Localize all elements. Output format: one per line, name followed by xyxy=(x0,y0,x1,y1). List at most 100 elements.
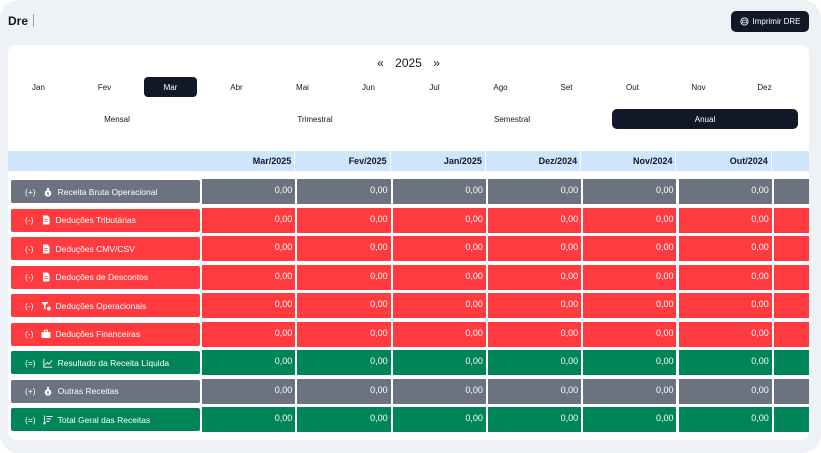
month-fev[interactable]: Fev xyxy=(97,82,112,92)
table-cell: 0,00 xyxy=(200,264,296,290)
table-row: (-) Deduções Tributárias 0,00 0,00 0,00 0,00 0… xyxy=(8,207,809,233)
row-label-text: Deduções de Descontos xyxy=(55,272,149,282)
table-cell: 0,00 xyxy=(295,321,391,347)
next-year-button[interactable]: » xyxy=(433,56,440,70)
money-bag-icon: $ xyxy=(43,187,53,197)
table-row: (-) Deduções Operacionais 0,00 0,00 0,00 0,00… xyxy=(8,293,809,318)
row-sign: (=) xyxy=(25,414,36,425)
period-mensal[interactable]: Mensal xyxy=(104,114,130,124)
table-cell: 0,00 xyxy=(390,407,486,432)
table-cell: 0,00 xyxy=(295,236,391,261)
month-dez[interactable]: Dez xyxy=(757,82,772,92)
table-cell: 0,00 xyxy=(390,207,486,233)
filter-icon xyxy=(41,301,51,311)
row-label-text: Total Geral das Receitas xyxy=(57,414,151,425)
column-header: Dez/2024 xyxy=(486,151,582,171)
row-label[interactable]: (+) $ Outras Receitas xyxy=(10,378,201,404)
month-out[interactable]: Out xyxy=(626,82,639,92)
row-label[interactable]: (-) Deduções Operacionais xyxy=(10,293,201,318)
sort-lines-icon xyxy=(42,415,53,425)
year-navigator: « 2025 » xyxy=(8,56,809,70)
table-cell: 0,00 xyxy=(485,293,582,318)
row-label[interactable]: (-) Deduções Tributárias xyxy=(10,207,201,233)
period-anual[interactable]: Anual xyxy=(612,109,798,129)
month-mai[interactable]: Mai xyxy=(296,82,309,92)
table-cell-overflow xyxy=(771,293,809,318)
table-row: (-) Deduções de Descontos 0,00 0,00 0,00 0,00… xyxy=(8,264,809,290)
prev-year-button[interactable]: « xyxy=(377,56,384,70)
table-cell-overflow xyxy=(771,407,809,432)
table-row: (-) Deduções CMV/CSV 0,00 0,00 0,00 0,00 0,00 0… xyxy=(8,236,809,261)
table-cell: 0,00 xyxy=(485,179,582,204)
table-cell: 0,00 xyxy=(200,236,296,261)
table-cell: 0,00 xyxy=(390,264,486,290)
table-cell: 0,00 xyxy=(581,207,677,233)
row-label[interactable]: (=) Resultado da Receita Líquida xyxy=(10,350,201,375)
table-row: (+) $ Receita Bruta Operacional 0,00 0,00 0,0… xyxy=(8,179,809,204)
table-cell-overflow xyxy=(771,321,809,347)
month-set[interactable]: Set xyxy=(560,82,573,92)
row-label-text: Resultado da Receita Líquida xyxy=(57,357,170,368)
table-cell: 0,00 xyxy=(390,293,486,318)
table-cell: 0,00 xyxy=(200,350,296,375)
period-semestral[interactable]: Semestral xyxy=(493,114,530,124)
table-cell: 0,00 xyxy=(295,378,391,404)
document-icon xyxy=(41,244,51,254)
column-header: Nov/2024 xyxy=(581,151,677,171)
month-abr[interactable]: Abr xyxy=(230,82,243,92)
month-jun[interactable]: Jun xyxy=(362,82,375,92)
row-label[interactable]: (-) Deduções de Descontos xyxy=(10,264,201,290)
table-cell-overflow xyxy=(771,350,809,375)
month-nov[interactable]: Nov xyxy=(691,82,706,92)
row-sign: (-) xyxy=(25,272,34,282)
month-jul[interactable]: Jul xyxy=(429,82,440,92)
svg-text:$: $ xyxy=(47,390,50,395)
table-cell: 0,00 xyxy=(485,378,582,404)
print-dre-label: Imprimir DRE xyxy=(752,17,801,26)
row-sign: (+) xyxy=(25,186,36,197)
row-label-text: Outras Receitas xyxy=(57,386,119,396)
table-cell: 0,00 xyxy=(390,179,486,204)
row-label[interactable]: (-) Deduções CMV/CSV xyxy=(10,236,201,261)
chart-line-icon xyxy=(42,358,53,368)
month-ago[interactable]: Ago xyxy=(493,82,508,92)
table-cell: 0,00 xyxy=(295,264,391,290)
month-selector: Jan Fev Mar Abr Mai Jun Jul Ago Set Out Nov Dez xyxy=(12,77,804,97)
period-trimestral[interactable]: Trimestral xyxy=(297,114,333,124)
table-cell: 0,00 xyxy=(200,293,296,318)
table-cell: 0,00 xyxy=(200,207,296,233)
table-cell: 0,00 xyxy=(485,321,582,347)
row-label-text: Deduções Financeiras xyxy=(55,329,141,339)
table-cell: 0,00 xyxy=(581,350,677,375)
table-cell-overflow xyxy=(771,378,809,404)
table-cell: 0,00 xyxy=(581,179,677,204)
row-label-text: Deduções CMV/CSV xyxy=(55,243,135,254)
row-label-text: Deduções Tributárias xyxy=(55,215,136,225)
table-cell: 0,00 xyxy=(295,207,391,233)
table-header: Mar/2025 Fev/2025 Jan/2025 Dez/2024 Nov/2024… xyxy=(8,151,809,171)
table-cell: 0,00 xyxy=(676,407,772,432)
row-label[interactable]: (=) Total Geral das Receitas xyxy=(10,407,201,432)
month-mar[interactable]: Mar xyxy=(144,77,197,97)
row-label[interactable]: (+) $ Receita Bruta Operacional xyxy=(10,179,201,204)
page-title: Dre xyxy=(8,14,29,28)
row-label-text: Deduções Operacionais xyxy=(55,300,147,311)
table-cell-overflow xyxy=(771,179,809,204)
table-cell: 0,00 xyxy=(581,264,677,290)
printer-icon xyxy=(739,17,749,26)
print-dre-button[interactable]: Imprimir DRE xyxy=(731,11,809,32)
period-selector: Mensal Trimestral Semestral Anual xyxy=(14,109,804,129)
table-cell: 0,00 xyxy=(581,236,677,261)
table-cell: 0,00 xyxy=(390,350,486,375)
briefcase-icon xyxy=(41,329,51,339)
table-cell: 0,00 xyxy=(676,378,772,404)
table-cell: 0,00 xyxy=(581,407,677,432)
table-row: (=) Total Geral das Receitas 0,00 0,00 0,00 0… xyxy=(8,407,809,432)
row-sign: (-) xyxy=(25,215,34,225)
year-label: 2025 xyxy=(395,56,422,70)
money-bag-icon: $ xyxy=(43,386,53,396)
row-label[interactable]: (-) Deduções Financeiras xyxy=(10,321,201,347)
month-jan[interactable]: Jan xyxy=(32,82,45,92)
svg-text:$: $ xyxy=(47,191,50,196)
table-cell-overflow xyxy=(771,236,809,261)
